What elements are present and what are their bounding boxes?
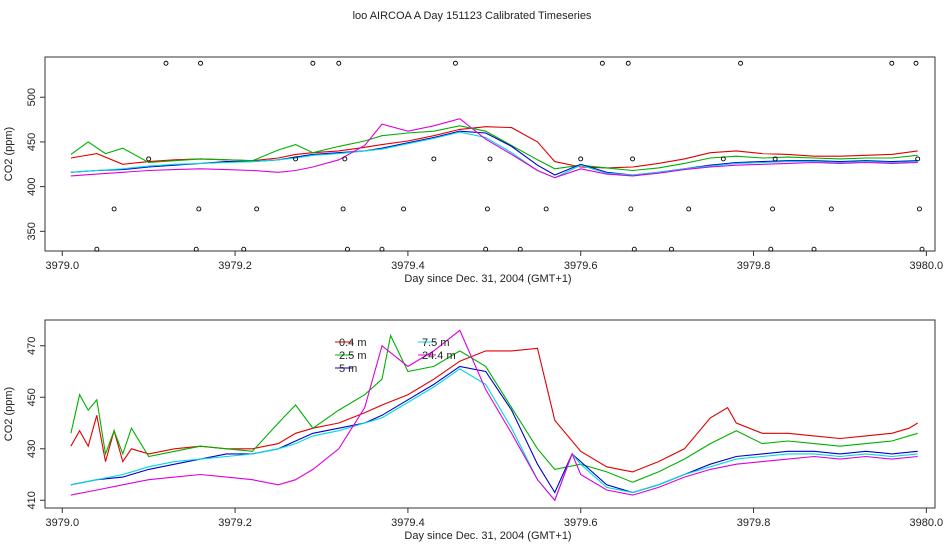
- x-tick-label: 3979.2: [218, 517, 252, 529]
- data-marker: [669, 246, 674, 252]
- data-marker: [487, 156, 493, 162]
- x-tick-label: 3979.4: [391, 517, 425, 529]
- data-marker: [686, 206, 692, 212]
- data-marker: [111, 206, 117, 212]
- data-marker: [915, 156, 921, 162]
- data-marker: [163, 60, 169, 66]
- data-marker: [198, 60, 203, 66]
- x-tick-label: 3979.8: [737, 517, 771, 529]
- data-marker: [196, 206, 202, 212]
- data-marker: [625, 60, 631, 66]
- data-marker: [599, 60, 605, 66]
- data-marker: [193, 246, 199, 252]
- y-axis-label: CO2 (ppm): [3, 127, 15, 181]
- data-marker: [310, 60, 316, 66]
- data-marker: [379, 246, 385, 252]
- data-marker: [628, 206, 634, 212]
- data-marker: [916, 206, 922, 212]
- y-tick-label: 450: [26, 388, 38, 406]
- data-marker: [484, 206, 490, 212]
- x-tick-label: 3980.0: [910, 260, 944, 272]
- data-marker: [630, 156, 636, 162]
- plot-frame: [44, 56, 936, 252]
- y-tick-label: 430: [26, 440, 38, 458]
- series-line-4: [70, 131, 918, 179]
- chart-title: loo AIRCOA A Day 151123 Calibrated Times…: [353, 10, 592, 22]
- data-marker: [293, 156, 299, 162]
- data-marker: [578, 156, 584, 162]
- data-marker: [828, 206, 834, 212]
- y-axis-label: CO2 (ppm): [3, 387, 15, 441]
- data-marker: [889, 60, 895, 66]
- x-tick-label: 3979.2: [218, 260, 252, 272]
- y-tick-label: 400: [26, 177, 38, 195]
- data-marker: [483, 246, 489, 252]
- x-tick-label: 3979.8: [737, 260, 771, 272]
- x-tick-label: 3979.0: [45, 517, 79, 529]
- top-panel: 3979.0 3979.2 3979.4 3979.6 3979.8 3980.0 Day …: [3, 56, 944, 285]
- legend-label: 2.5 m: [339, 350, 367, 362]
- x-tick-label: 3979.6: [564, 260, 598, 272]
- series-line-5: [70, 329, 918, 502]
- data-marker: [241, 246, 247, 252]
- data-marker: [631, 246, 637, 252]
- data-marker: [401, 206, 407, 212]
- data-marker: [919, 246, 925, 252]
- series-line-2: [70, 333, 918, 483]
- plot-frame: [44, 319, 936, 509]
- legend-label: 0.4 m: [339, 337, 367, 349]
- data-marker: [738, 60, 744, 66]
- x-axis-label: Day since Dec. 31, 2004 (GMT+1): [404, 530, 571, 542]
- x-axis-label: Day since Dec. 31, 2004 (GMT+1): [404, 273, 571, 285]
- y-tick-label: 450: [26, 133, 38, 151]
- data-marker: [517, 246, 523, 252]
- x-tick-label: 3979.6: [564, 517, 598, 529]
- data-marker: [340, 206, 346, 212]
- data-marker: [344, 246, 350, 252]
- data-marker: [431, 156, 437, 162]
- y-tick-label: 500: [26, 88, 38, 106]
- series-line-4: [70, 368, 918, 502]
- x-tick-label: 3980.0: [910, 517, 944, 529]
- y-tick-label: 470: [26, 337, 38, 355]
- data-marker: [254, 206, 260, 212]
- legend-label: 5 m: [339, 363, 357, 375]
- legend-label: 24.4 m: [422, 350, 456, 362]
- data-marker: [772, 156, 778, 162]
- legend-label: 7.5 m: [422, 337, 450, 349]
- y-tick-label: 410: [26, 491, 38, 509]
- data-marker: [768, 246, 774, 252]
- data-marker: [336, 60, 342, 66]
- series-line-5: [70, 118, 918, 179]
- data-marker: [543, 206, 549, 212]
- data-marker: [770, 206, 776, 212]
- series-line-3: [70, 365, 918, 494]
- data-marker: [811, 246, 817, 252]
- data-marker: [342, 156, 348, 162]
- data-marker: [720, 156, 726, 162]
- data-marker: [146, 156, 152, 162]
- series-line-1: [70, 347, 918, 473]
- bottom-panel: 3979.0 3979.2 3979.4 3979.6 3979.8 3980.0 Day …: [3, 319, 944, 542]
- data-marker: [94, 246, 100, 252]
- series-line-3: [70, 130, 918, 176]
- y-tick-label: 350: [26, 222, 38, 240]
- x-tick-label: 3979.4: [391, 260, 425, 272]
- x-tick-label: 3979.0: [45, 260, 79, 272]
- data-marker: [913, 60, 919, 66]
- data-marker: [452, 60, 458, 66]
